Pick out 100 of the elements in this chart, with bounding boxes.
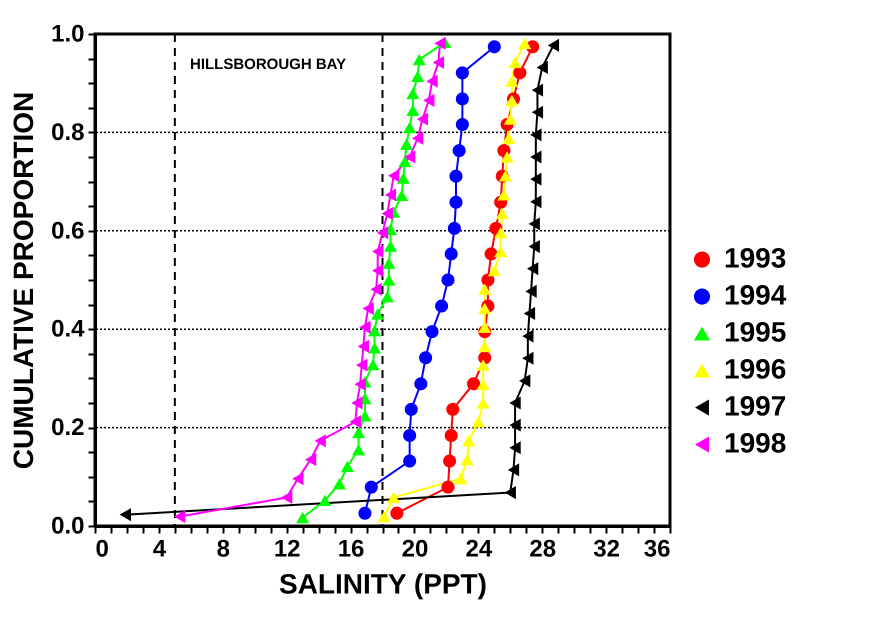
point (456, 66, 469, 80)
point (390, 506, 404, 520)
point (358, 340, 369, 353)
point (530, 128, 542, 142)
point (352, 426, 366, 438)
point (423, 94, 434, 107)
point (476, 378, 490, 390)
point (398, 156, 412, 168)
point (403, 428, 416, 442)
x-tick-label: 28 (529, 536, 556, 562)
point (332, 478, 346, 490)
point (370, 282, 382, 296)
point (530, 195, 542, 208)
point (406, 104, 420, 116)
point (366, 358, 380, 370)
point (382, 274, 396, 286)
point (359, 320, 371, 334)
point (380, 291, 394, 302)
point (532, 106, 544, 119)
point (478, 322, 492, 333)
y-tick-label: 0.2 (51, 414, 84, 442)
point (522, 330, 534, 343)
point (488, 40, 501, 54)
point (388, 169, 400, 182)
point (508, 56, 522, 68)
point (467, 377, 480, 390)
point (351, 396, 363, 410)
point (484, 247, 498, 260)
point (411, 70, 424, 82)
point (505, 76, 518, 87)
point (528, 217, 540, 230)
point (368, 325, 382, 336)
legend-label: 1998 (724, 428, 786, 459)
point (354, 378, 366, 391)
x-tick-label: 16 (338, 536, 364, 562)
point (462, 435, 476, 447)
point (522, 352, 534, 365)
point (478, 340, 492, 352)
point (446, 402, 460, 416)
point (434, 36, 446, 50)
x-tick-label: 4 (152, 536, 167, 562)
legend-label: 1995 (724, 316, 786, 348)
x-tick-label: 36 (644, 536, 670, 562)
point (340, 460, 354, 472)
x-tick-label: 8 (216, 536, 230, 562)
point (502, 132, 516, 144)
point (441, 273, 455, 287)
point (400, 138, 413, 150)
point (384, 188, 396, 202)
point (435, 300, 448, 313)
point (356, 358, 368, 372)
y-tick-label: 0.6 (51, 217, 84, 244)
point (414, 377, 428, 390)
point (444, 247, 458, 260)
point (403, 454, 416, 468)
point (425, 325, 439, 338)
point (368, 342, 382, 354)
point (376, 226, 388, 240)
point (488, 265, 501, 276)
point (372, 264, 384, 278)
point (481, 273, 494, 287)
point (525, 284, 537, 298)
point (509, 441, 521, 454)
point (120, 508, 131, 522)
point (292, 472, 304, 486)
point (509, 418, 521, 432)
point (548, 38, 560, 52)
point (404, 150, 416, 164)
annotation: HILLSBOROUGH BAY (190, 56, 346, 73)
point (509, 396, 521, 410)
point (382, 258, 396, 269)
point (472, 416, 485, 428)
point (406, 88, 420, 100)
point (494, 227, 508, 238)
point (497, 189, 510, 201)
point (497, 144, 510, 158)
point (296, 512, 310, 524)
x-tick-label: 12 (274, 536, 301, 562)
point (403, 122, 416, 134)
point (456, 92, 469, 106)
point (412, 132, 424, 145)
point (350, 415, 361, 428)
point (416, 112, 428, 126)
point (362, 302, 374, 316)
y-tick-label: 0.4 (51, 316, 86, 343)
y-tick-label: 1.0 (51, 20, 84, 48)
point (519, 374, 530, 388)
y-tick-label: 0.0 (51, 512, 84, 540)
point (454, 473, 468, 484)
point (352, 444, 366, 456)
point (448, 222, 461, 235)
point (449, 170, 462, 183)
legend-label: 1997 (724, 390, 786, 422)
point (426, 74, 438, 88)
point (505, 94, 518, 106)
point (441, 480, 455, 494)
point (432, 56, 444, 70)
point (476, 397, 490, 409)
point (364, 480, 378, 494)
y-tick-label: 0.8 (51, 118, 84, 146)
